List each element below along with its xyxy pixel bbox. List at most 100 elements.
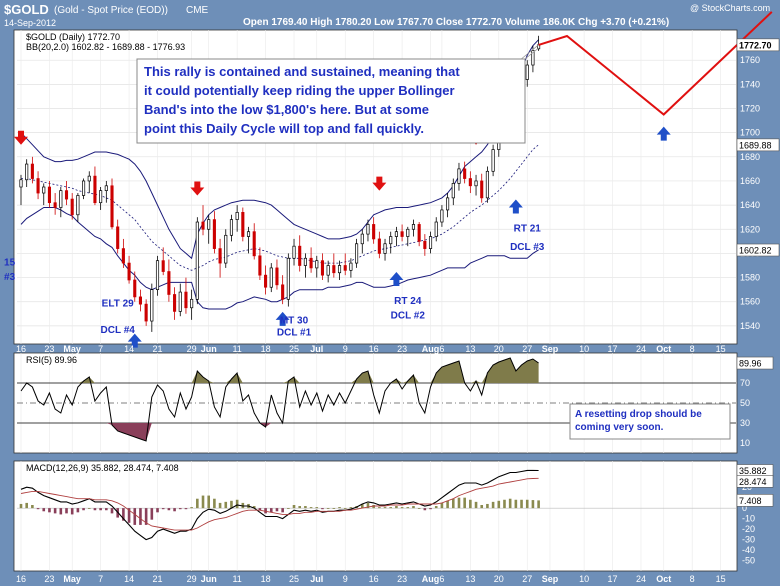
cycle-labels: ELT 29 DCL #4 MT 30 DCL #1 RT 24 DCL #2 RT 21 D… [4,224,545,339]
macd-histogram-bar [378,507,381,509]
x-tick-label-bottom: 14 [124,574,134,584]
macd-signal-line [20,477,539,531]
rsi-tick-label: 10 [740,438,750,448]
candle-body [389,236,393,245]
macd-histogram-bar [298,506,302,509]
macd-histogram-bar [196,498,199,509]
macd-histogram-bar [287,508,290,509]
exchange-label: CME [186,5,209,16]
macd-histogram-bar [207,495,211,509]
rsi-layer: 10 30 50 70 89.96 [17,356,774,448]
ohlc-summary: Open 1769.40 High 1780.20 Low 1767.70 Cl… [243,17,669,28]
price-tick-label: 1700 [740,128,760,138]
macd-histogram-bar [486,503,489,509]
macd-title: MACD(12,26,9) 35.882, 28.474, 7.408 [26,463,179,473]
arrow-down-icon [372,176,387,191]
candle-body [417,224,421,242]
cycle-label: DCL #2 [391,311,426,322]
candle-body [36,178,40,194]
candle-body [383,243,387,254]
candle-body [485,170,489,199]
x-tick-label-mid: Sep [542,344,559,354]
macd-histogram-bar [281,508,284,513]
rsi-oversold-fill [21,423,539,441]
cycle-label: RT 21 [514,224,542,235]
macd-histogram-bar [258,508,262,511]
candle-body [99,190,103,204]
watermark: @ StockCharts.com [690,3,770,13]
price-tick-label: 1540 [740,321,760,331]
x-tick-label-bottom: 25 [289,574,299,584]
macd-histogram-bar [304,506,307,509]
x-tick-label-mid: 16 [16,344,26,354]
price-tick-label: 1640 [740,200,760,210]
rsi-note: A resetting drop should be coming very so… [569,403,731,440]
macd-histogram-bar [343,508,347,509]
macd-tick-label: -10 [742,514,755,524]
macd-histogram-bar [161,508,165,510]
candle-body [59,190,63,208]
x-tick-label-bottom: 16 [16,574,26,584]
rally-note-text: This rally is contained and sustained, m… [144,64,460,136]
macd-histogram-bar [326,508,330,509]
macd-histogram-bar [65,508,68,514]
price-tick-label: 1720 [740,104,760,114]
macd-histogram-bar [235,499,239,509]
macd-histogram-bar [372,505,375,509]
macd-histogram-bar [110,508,114,514]
macd-histogram-bar [463,497,466,509]
note-pointer [519,44,539,61]
macd-histogram-bar [36,508,40,510]
candle-body [224,234,228,264]
macd-histogram-bar [218,502,222,509]
candle-body [218,248,222,264]
bb-legend: BB(20,2.0) 1602.82 - 1689.88 - 1776.93 [26,42,185,52]
macd-histogram-bar [389,507,393,509]
candlesticks [19,35,541,332]
macd-histogram-bar [508,498,512,509]
candle-body [104,185,108,191]
candle-body [121,248,125,264]
x-tick-label-bottom: 15 [716,574,726,584]
macd-histogram-bar [417,508,421,509]
macd-histogram-bar [309,507,313,509]
cycle-label: #3 [4,272,16,283]
arrow-up-icon [127,333,142,348]
candle-body [64,190,69,200]
candle-body [47,186,51,204]
price-tick-label: 1580 [740,273,760,283]
candle-body [161,260,165,272]
axis-layer: 1540156015801600162016401660168017001720… [16,38,780,584]
cycle-label: RT 24 [394,296,422,307]
macd-histogram-bar [474,501,478,509]
x-tick-label-bottom: 24 [636,574,646,584]
candle-body [366,224,370,235]
x-tick-label-mid: 21 [153,344,163,354]
macd-histogram-bar [514,499,518,509]
x-tick-label-bottom: 29 [187,574,197,584]
rsi-note-text: A resetting drop should be coming very so… [575,409,702,433]
candle-body [167,271,171,295]
x-tick-label-mid: Oct [656,344,671,354]
x-tick-label-mid: 7 [98,344,103,354]
price-label: 1602.82 [739,246,772,256]
x-tick-label-bottom: 20 [494,574,504,584]
candle-body [286,257,290,300]
macd-last-label: 35.882 [739,466,767,476]
macd-histogram-bar [53,508,57,514]
cycle-label: 15 [4,258,16,269]
x-tick-label-mid: 14 [124,344,134,354]
x-tick-label-mid: 17 [608,344,618,354]
rsi-last-label: 89.96 [739,359,762,369]
macd-histogram-bar [25,502,28,509]
x-tick-label-bottom: Jun [201,574,217,584]
macd-last-box [736,494,774,507]
macd-histogram-bar [537,500,540,509]
candle-body [184,291,188,309]
x-tick-label-bottom: 11 [232,574,241,584]
price-tick-label: 1680 [740,152,760,162]
candle-body [428,236,433,249]
candle-body [252,231,256,257]
x-tick-label-bottom: Aug [422,574,440,584]
